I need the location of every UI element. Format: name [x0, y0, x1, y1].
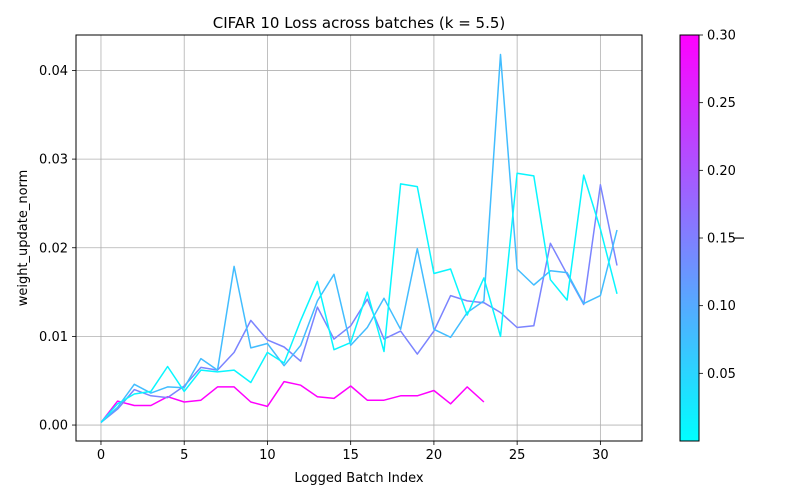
axes: 0 5 10 15 20 25 30 0.00 0.01 0.02 0.03 0.04 [39, 64, 609, 463]
series-line [100, 53, 618, 423]
colorbar-tick-label: 0.20 [707, 164, 736, 179]
colorbar-tick-label: 0.30 [707, 29, 736, 44]
x-tick-label: 20 [426, 448, 443, 463]
x-tick-label: 30 [592, 448, 609, 463]
colorbar-tick-label: 0.10 [707, 299, 736, 314]
x-tick-label: 10 [259, 448, 276, 463]
colorbar-label: l [733, 236, 748, 240]
y-tick-label: 0.03 [39, 153, 68, 168]
y-axis-label: weight_update_norm [16, 170, 31, 307]
x-tick-label: 5 [180, 448, 188, 463]
y-tick-label: 0.02 [39, 241, 68, 256]
x-tick-label: 25 [509, 448, 526, 463]
colorbar-axis: 0.05 0.10 0.15 0.20 0.25 0.30 [699, 29, 736, 382]
colorbar-tick-label: 0.15 [707, 232, 736, 247]
x-tick-label: 15 [342, 448, 359, 463]
x-axis-label: Logged Batch Index [294, 471, 423, 486]
grid [76, 35, 642, 441]
series-group [100, 53, 618, 423]
series-line [100, 380, 485, 423]
y-tick-label: 0.01 [39, 330, 68, 345]
chart-title: CIFAR 10 Loss across batches (k = 5.5) [213, 14, 506, 32]
colorbar-tick-label: 0.25 [707, 96, 736, 111]
colorbar-tick-label: 0.05 [707, 367, 736, 382]
series-line [100, 172, 618, 423]
colorbar [679, 34, 700, 442]
plot-area-frame [75, 34, 643, 442]
y-tick-label: 0.00 [39, 419, 68, 434]
x-tick-label: 0 [97, 448, 105, 463]
y-tick-label: 0.04 [39, 64, 68, 79]
